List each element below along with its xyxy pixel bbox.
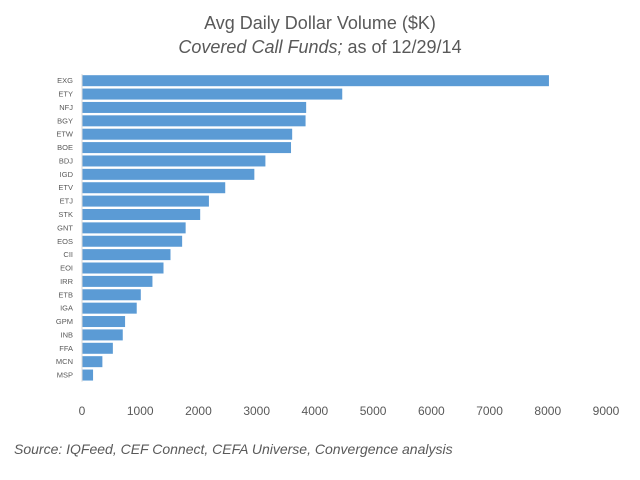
category-label-eos: EOS (57, 237, 73, 246)
bar-stk (82, 208, 201, 220)
category-label-etb: ETB (58, 290, 73, 299)
chart-title: Avg Daily Dollar Volume ($K) (204, 13, 436, 33)
bar-boe (82, 142, 292, 154)
category-label-cii: CII (63, 250, 73, 259)
bar-etb (82, 289, 141, 301)
category-label-exg: EXG (57, 76, 73, 85)
x-tick-1000: 1000 (127, 404, 154, 418)
bar-inb (82, 329, 123, 341)
category-label-gpm: GPM (56, 317, 73, 326)
chart-subtitle-italic: Covered Call Funds; (178, 37, 343, 57)
x-tick-6000: 6000 (418, 404, 445, 418)
bar-etw (82, 128, 293, 140)
bar-eoi (82, 262, 164, 274)
bar-bgy (82, 115, 306, 127)
bar-eos (82, 235, 183, 247)
bar-ety (82, 88, 343, 100)
bar-gpm (82, 316, 126, 328)
category-label-bdj: BDJ (59, 156, 73, 165)
x-tick-5000: 5000 (360, 404, 387, 418)
category-label-gnt: GNT (57, 223, 73, 232)
category-label-stk: STK (58, 210, 73, 219)
x-tick-3000: 3000 (243, 404, 270, 418)
x-tick-4000: 4000 (302, 404, 329, 418)
category-label-irr: IRR (60, 277, 74, 286)
category-label-etv: ETV (58, 183, 73, 192)
category-label-iga: IGA (60, 304, 73, 313)
bar-mcn (82, 356, 103, 368)
bar-bdj (82, 155, 266, 167)
category-label-ffa: FFA (59, 344, 73, 353)
category-label-ety: ETY (58, 90, 73, 99)
category-label-boe: BOE (57, 143, 73, 152)
bar-etv (82, 182, 226, 194)
x-tick-0: 0 (79, 404, 86, 418)
bar-gnt (82, 222, 186, 234)
category-label-bgy: BGY (57, 116, 73, 125)
x-tick-labels: 0 1000 2000 3000 4000 5000 6000 7000 8000 9000 (79, 404, 620, 418)
bar-nfj (82, 101, 307, 113)
category-label-etj: ETJ (60, 197, 74, 206)
x-tick-8000: 8000 (534, 404, 561, 418)
x-tick-7000: 7000 (476, 404, 503, 418)
chart-subtitle-date: as of 12/29/14 (342, 37, 462, 57)
bar-etj (82, 195, 209, 207)
category-label-igd: IGD (60, 170, 74, 179)
bar-cii (82, 249, 171, 261)
bar-iga (82, 302, 137, 314)
category-label-msp: MSP (57, 371, 73, 380)
bar-igd (82, 168, 255, 180)
category-label-etw: ETW (56, 130, 74, 139)
category-label-inb: INB (60, 330, 73, 339)
bars-layer (82, 75, 549, 381)
category-labels: EXG ETY NFJ BGY ETW BOE BDJ IGD ETV ETJ STK GNT EOS C… (56, 76, 74, 379)
bar-ffa (82, 342, 113, 354)
bar-exg (82, 75, 549, 87)
x-tick-2000: 2000 (185, 404, 212, 418)
category-label-eoi: EOI (60, 264, 73, 273)
x-tick-9000: 9000 (593, 404, 620, 418)
bar-irr (82, 275, 153, 287)
category-label-mcn: MCN (56, 357, 73, 366)
chart-subtitle: Covered Call Funds; as of 12/29/14 (0, 36, 640, 58)
category-label-nfj: NFJ (59, 103, 73, 112)
source-note: Source: IQFeed, CEF Connect, CEFA Univer… (14, 441, 453, 457)
bar-msp (82, 369, 94, 381)
